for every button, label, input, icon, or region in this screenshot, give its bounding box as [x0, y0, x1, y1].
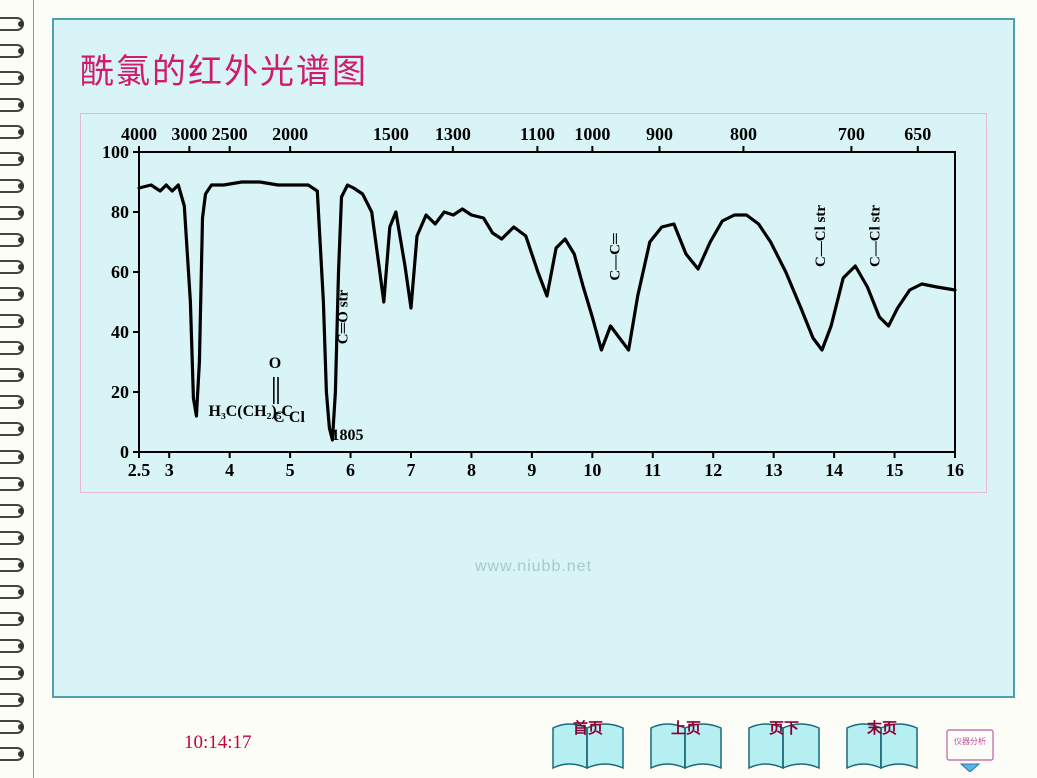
svg-text:C—C═: C—C═ [608, 233, 624, 281]
svg-text:100: 100 [102, 142, 129, 162]
svg-text:3: 3 [165, 460, 174, 480]
svg-text:1100: 1100 [520, 124, 555, 144]
nav-prev-button[interactable]: 上页 [649, 718, 723, 772]
nav-label: 页下 [747, 720, 821, 738]
svg-text:16: 16 [946, 460, 964, 480]
nav-tool-button[interactable]: 仪器分析 [943, 724, 997, 772]
svg-text:1000: 1000 [574, 124, 610, 144]
nav-label: 上页 [649, 720, 723, 738]
svg-text:仪器分析: 仪器分析 [954, 736, 986, 746]
nav-label: 首页 [551, 720, 625, 738]
svg-text:O: O [269, 355, 281, 372]
svg-text:11: 11 [644, 460, 661, 480]
svg-text:14: 14 [825, 460, 843, 480]
svg-text:650: 650 [904, 124, 931, 144]
navigation: 首页 上页 页下 末页 仪器分析 [551, 718, 997, 772]
svg-text:4000: 4000 [121, 124, 157, 144]
svg-text:8: 8 [467, 460, 476, 480]
watermark: www.niubb.net [475, 558, 592, 576]
svg-text:1300: 1300 [435, 124, 471, 144]
svg-text:C: C [273, 409, 285, 426]
svg-text:7: 7 [407, 460, 416, 480]
footer: 10:14:17 首页 上页 页下 末页 仪器分析 [34, 708, 1037, 778]
svg-text:2000: 2000 [272, 124, 308, 144]
nav-next-button[interactable]: 页下 [747, 718, 821, 772]
svg-text:15: 15 [886, 460, 904, 480]
svg-text:2500: 2500 [212, 124, 248, 144]
slide-title: 酰氯的红外光谱图 [80, 44, 987, 93]
nav-last-button[interactable]: 末页 [845, 718, 919, 772]
svg-text:1500: 1500 [373, 124, 409, 144]
svg-text:6: 6 [346, 460, 355, 480]
spiral-binding [0, 0, 34, 778]
nav-label: 末页 [845, 720, 919, 738]
svg-text:60: 60 [111, 262, 129, 282]
slide-page: 酰氯的红外光谱图 0 20 40 60 80 100 2.5 3 4 5 6 7 8 9 10 11 12 13 1… [34, 0, 1037, 778]
nav-first-button[interactable]: 首页 [551, 718, 625, 772]
svg-text:3000: 3000 [171, 124, 207, 144]
svg-text:12: 12 [704, 460, 722, 480]
chart-frame: 0 20 40 60 80 100 2.5 3 4 5 6 7 8 9 10 11 12 13 14 15 16 4000… [80, 113, 987, 493]
svg-text:Cl: Cl [289, 409, 306, 426]
svg-text:900: 900 [646, 124, 673, 144]
clock: 10:14:17 [184, 732, 252, 754]
svg-text:800: 800 [730, 124, 757, 144]
content-frame: 酰氯的红外光谱图 0 20 40 60 80 100 2.5 3 4 5 6 7 8 9 10 11 12 13 1… [52, 18, 1015, 698]
svg-text:C—Cl str: C—Cl str [813, 205, 829, 267]
svg-text:40: 40 [111, 322, 129, 342]
svg-text:80: 80 [111, 202, 129, 222]
svg-text:13: 13 [765, 460, 783, 480]
svg-text:1805: 1805 [332, 427, 364, 444]
svg-text:C═O str: C═O str [336, 289, 352, 344]
svg-text:700: 700 [838, 124, 865, 144]
svg-text:2.5: 2.5 [128, 460, 151, 480]
svg-text:20: 20 [111, 382, 129, 402]
svg-text:4: 4 [225, 460, 234, 480]
svg-text:C—Cl str: C—Cl str [867, 205, 883, 267]
ir-spectrum-chart: 0 20 40 60 80 100 2.5 3 4 5 6 7 8 9 10 11 12 13 14 15 16 4000… [85, 118, 969, 488]
svg-text:10: 10 [583, 460, 601, 480]
svg-text:5: 5 [286, 460, 295, 480]
svg-text:0: 0 [120, 442, 129, 462]
svg-text:9: 9 [527, 460, 536, 480]
